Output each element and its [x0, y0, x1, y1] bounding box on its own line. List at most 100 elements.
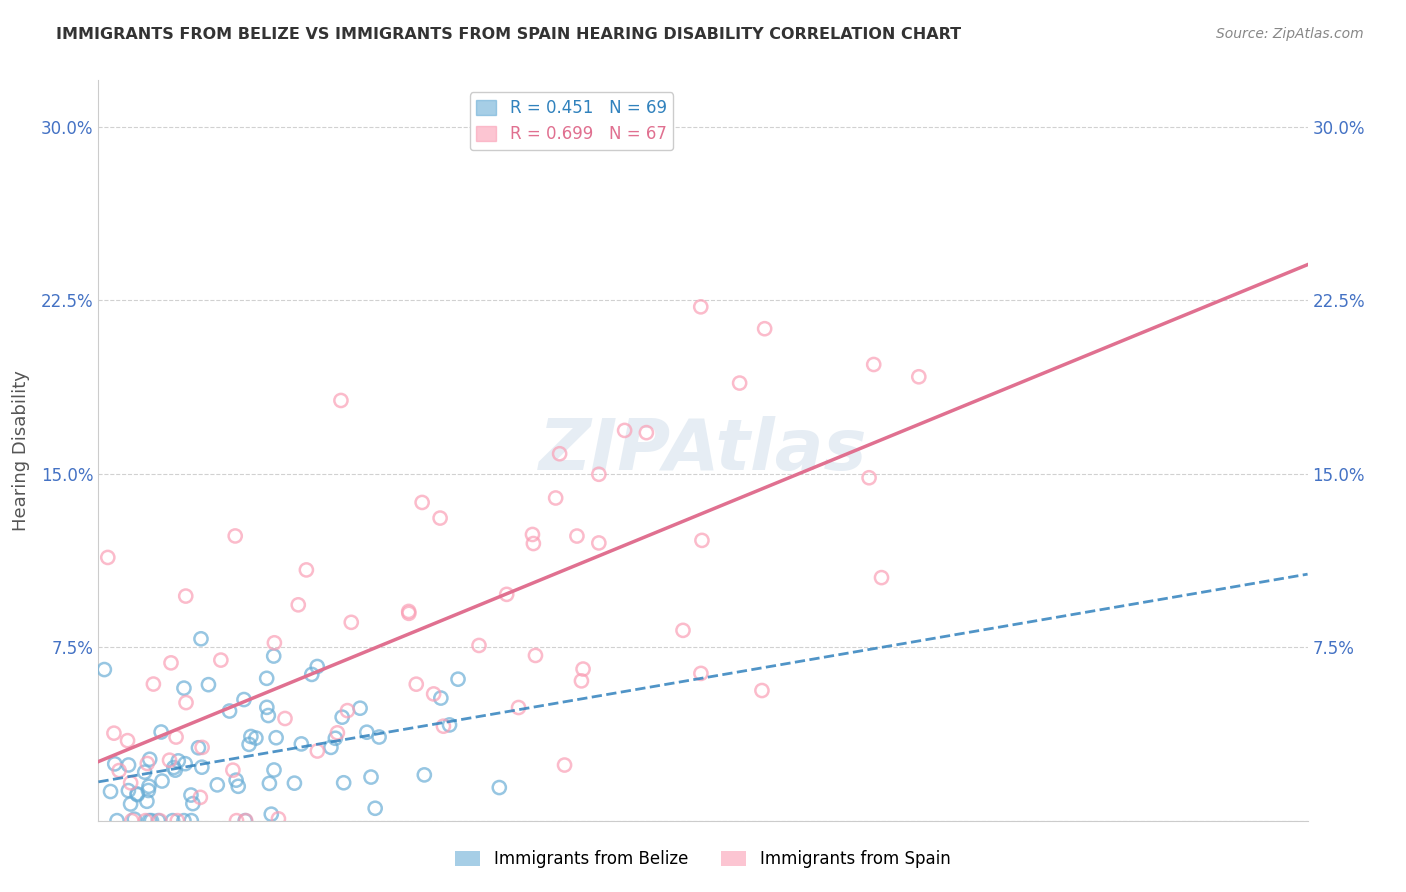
Point	[267, 812, 290, 826]
Point	[162, 814, 184, 828]
Point	[368, 730, 391, 744]
Point	[522, 536, 544, 550]
Text: Source: ZipAtlas.com: Source: ZipAtlas.com	[1216, 27, 1364, 41]
Point	[225, 773, 247, 788]
Point	[263, 636, 285, 650]
Point	[858, 471, 880, 485]
Point	[256, 671, 278, 685]
Point	[148, 814, 170, 828]
Point	[488, 780, 510, 795]
Point	[138, 814, 160, 828]
Point	[191, 760, 214, 774]
Point	[191, 740, 214, 755]
Point	[360, 770, 382, 784]
Point	[274, 711, 297, 725]
Point	[263, 648, 285, 663]
Point	[432, 719, 454, 733]
Point	[429, 511, 451, 525]
Point	[233, 814, 256, 828]
Point	[332, 776, 354, 790]
Point	[613, 424, 636, 438]
Point	[260, 807, 283, 822]
Point	[150, 774, 173, 789]
Point	[134, 765, 156, 780]
Point	[105, 814, 128, 828]
Point	[97, 550, 120, 565]
Point	[554, 758, 576, 772]
Point	[190, 632, 212, 646]
Point	[430, 691, 453, 706]
Point	[548, 447, 571, 461]
Point	[690, 666, 713, 681]
Point	[103, 726, 125, 740]
Point	[689, 300, 711, 314]
Point	[120, 797, 142, 811]
Point	[222, 763, 245, 777]
Point	[295, 563, 318, 577]
Point	[218, 704, 240, 718]
Point	[439, 718, 461, 732]
Point	[340, 615, 363, 630]
Point	[138, 779, 160, 793]
Point	[571, 673, 593, 688]
Y-axis label: Hearing Disability: Hearing Disability	[11, 370, 30, 531]
Point	[167, 754, 190, 768]
Point	[239, 730, 262, 744]
Point	[870, 571, 893, 585]
Point	[165, 763, 187, 777]
Point	[135, 794, 157, 808]
Point	[138, 783, 160, 797]
Point	[100, 784, 122, 798]
Point	[93, 663, 115, 677]
Point	[188, 790, 211, 805]
Point	[751, 683, 773, 698]
Point	[136, 756, 159, 771]
Point	[508, 700, 530, 714]
Point	[134, 814, 156, 828]
Point	[907, 369, 929, 384]
Point	[330, 710, 353, 724]
Point	[235, 814, 257, 828]
Point	[411, 495, 433, 509]
Point	[754, 322, 776, 336]
Point	[728, 376, 751, 390]
Point	[159, 753, 181, 767]
Point	[264, 731, 287, 745]
Point	[349, 701, 371, 715]
Point	[125, 787, 148, 801]
Point	[166, 814, 188, 828]
Point	[174, 756, 197, 771]
Point	[287, 598, 309, 612]
Point	[572, 662, 595, 676]
Point	[117, 733, 139, 747]
Point	[150, 725, 173, 739]
Point	[398, 607, 420, 621]
Point	[173, 814, 195, 828]
Legend: R = 0.451   N = 69, R = 0.699   N = 67: R = 0.451 N = 69, R = 0.699 N = 67	[470, 92, 673, 150]
Point	[364, 801, 387, 815]
Text: IMMIGRANTS FROM BELIZE VS IMMIGRANTS FROM SPAIN HEARING DISABILITY CORRELATION C: IMMIGRANTS FROM BELIZE VS IMMIGRANTS FRO…	[56, 27, 962, 42]
Point	[329, 393, 352, 408]
Point	[173, 681, 195, 695]
Point	[690, 533, 713, 548]
Point	[187, 740, 209, 755]
Point	[117, 783, 139, 797]
Point	[120, 776, 142, 790]
Point	[301, 667, 323, 681]
Point	[124, 812, 146, 826]
Point	[336, 704, 359, 718]
Point	[290, 737, 312, 751]
Point	[263, 763, 285, 777]
Point	[326, 726, 349, 740]
Point	[165, 730, 187, 744]
Point	[413, 768, 436, 782]
Point	[588, 536, 610, 550]
Point	[565, 529, 588, 543]
Point	[142, 677, 165, 691]
Point	[209, 653, 232, 667]
Legend: Immigrants from Belize, Immigrants from Spain: Immigrants from Belize, Immigrants from …	[449, 844, 957, 875]
Point	[398, 604, 420, 618]
Point	[225, 814, 247, 828]
Point	[283, 776, 305, 790]
Point	[174, 696, 197, 710]
